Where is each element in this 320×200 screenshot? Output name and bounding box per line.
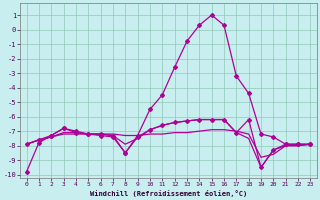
X-axis label: Windchill (Refroidissement éolien,°C): Windchill (Refroidissement éolien,°C) xyxy=(90,190,247,197)
